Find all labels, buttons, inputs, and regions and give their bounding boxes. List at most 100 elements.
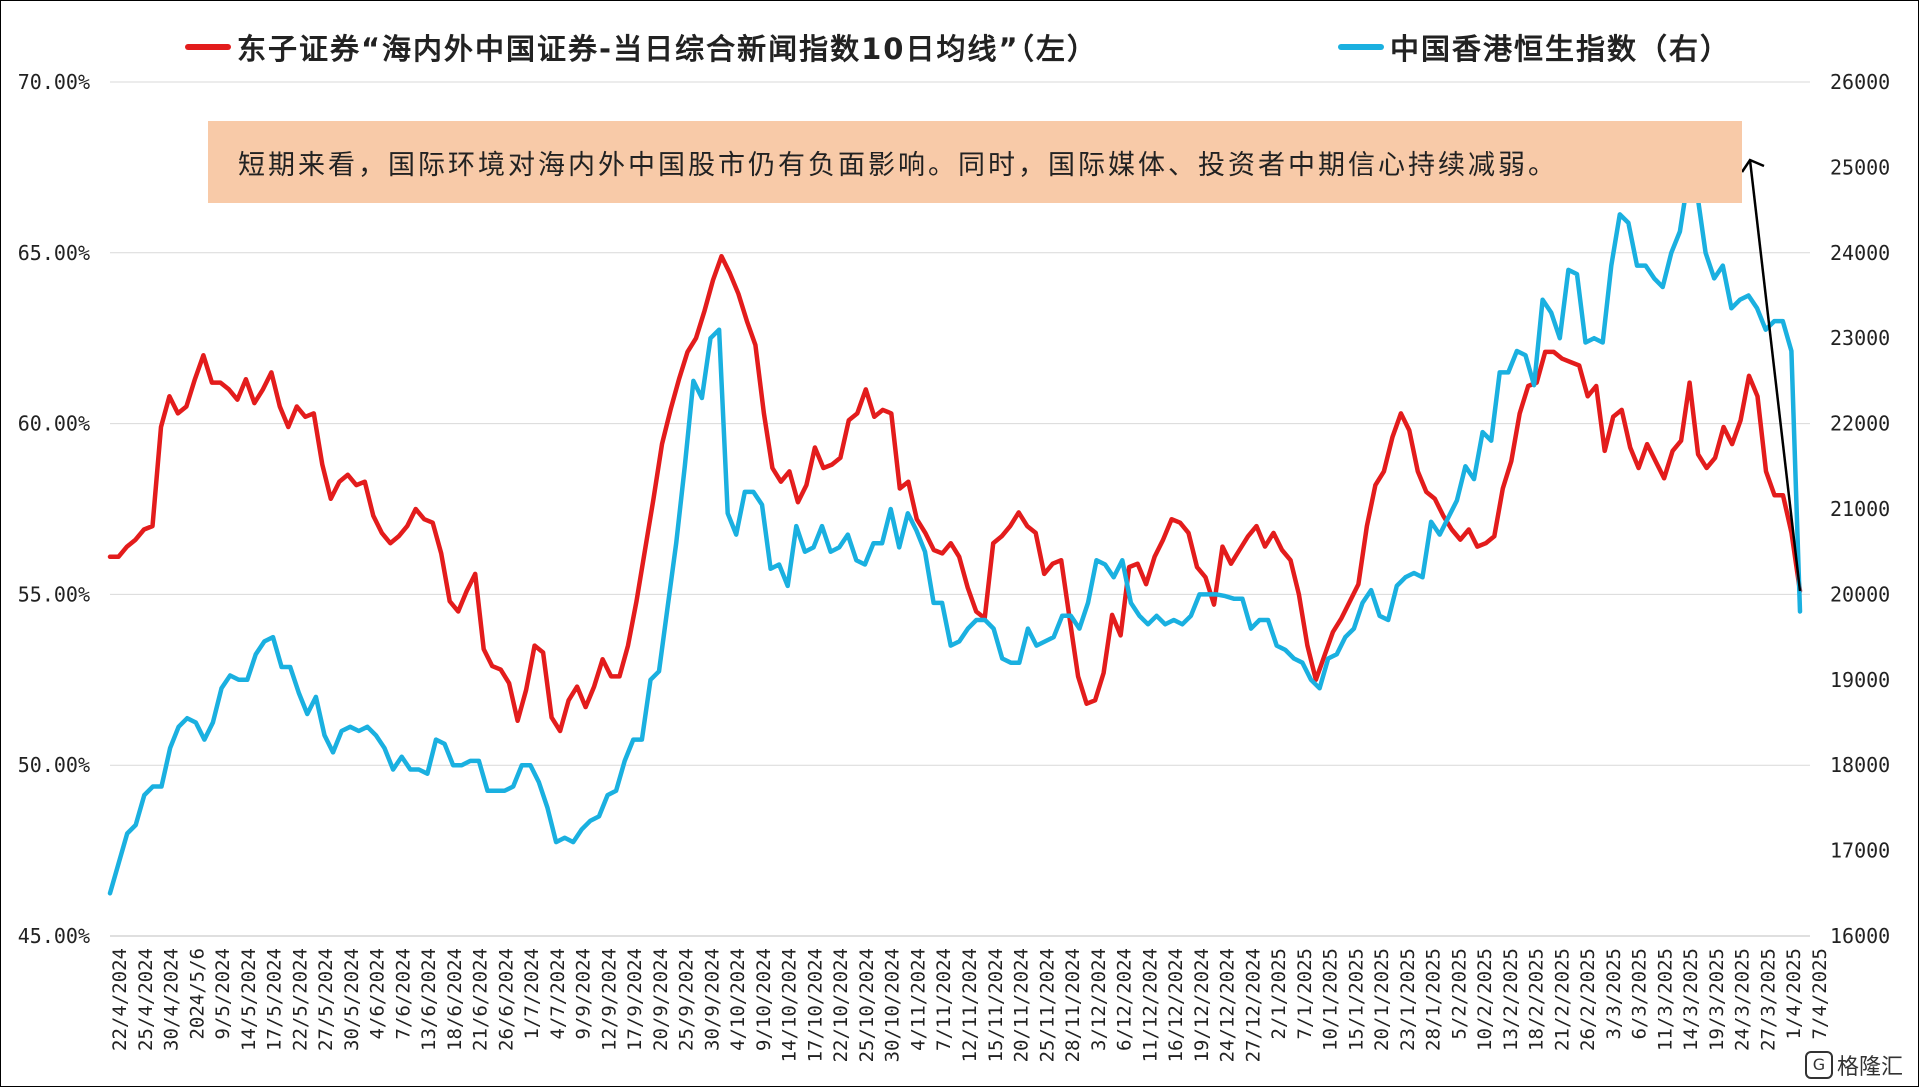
left-tick-label: 60.00% — [18, 412, 90, 436]
watermark-text: 格隆汇 — [1836, 1055, 1903, 1080]
legend: 东子证券“海内外中国证券-当日综合新闻指数10日均线”（左） 中国香港恒生指数（… — [0, 26, 1921, 66]
legend-item-news-index: 东子证券“海内外中国证券-当日综合新闻指数10日均线”（左） — [185, 26, 1098, 68]
x-tick-label: 17/9/2024 — [624, 948, 646, 1051]
legend-label-news-index: 东子证券“海内外中国证券-当日综合新闻指数10日均线”（左） — [237, 32, 1099, 66]
right-tick-label: 22000 — [1830, 412, 1890, 436]
arrow-head — [1740, 158, 1765, 173]
x-tick-label: 3/3/2025 — [1603, 948, 1625, 1040]
annotation-box: 短期来看，国际环境对海内外中国股市仍有负面影响。同时，国际媒体、投资者中期信心持… — [208, 121, 1742, 203]
x-tick-label: 4/7/2024 — [547, 948, 569, 1040]
x-tick-label: 13/2/2025 — [1500, 948, 1522, 1051]
right-tick-label: 24000 — [1830, 241, 1890, 265]
x-tick-label: 9/10/2024 — [753, 948, 775, 1051]
legend-item-hang-seng: 中国香港恒生指数（右） — [1338, 26, 1731, 68]
x-tick-label: 9/5/2024 — [212, 948, 234, 1040]
x-tick-label: 18/2/2025 — [1526, 948, 1548, 1051]
x-tick-label: 24/12/2024 — [1217, 948, 1239, 1062]
right-tick-label: 16000 — [1830, 924, 1890, 948]
left-axis-ticks: 70.00% 65.00% 60.00% 55.00% 50.00% 45.00% — [18, 70, 90, 948]
x-tick-label: 15/1/2025 — [1345, 948, 1367, 1051]
x-tick-label: 22/5/2024 — [289, 948, 311, 1051]
x-tick-label: 1/4/2025 — [1783, 948, 1805, 1040]
x-tick-label: 11/12/2024 — [1139, 948, 1161, 1062]
x-tick-label: 10/2/2025 — [1474, 948, 1496, 1051]
x-tick-label: 15/11/2024 — [985, 948, 1007, 1062]
x-tick-label: 21/2/2025 — [1551, 948, 1573, 1051]
arrow-shaft — [1748, 159, 1802, 592]
x-tick-label: 20/9/2024 — [650, 948, 672, 1051]
watermark-logo-icon: G — [1804, 1051, 1833, 1079]
x-tick-label: 6/12/2024 — [1114, 948, 1136, 1051]
x-tick-label: 1/7/2024 — [521, 948, 543, 1040]
right-tick-label: 17000 — [1830, 839, 1890, 863]
right-tick-label: 21000 — [1830, 497, 1890, 521]
legend-swatch-blue — [1338, 44, 1384, 50]
right-tick-label: 25000 — [1830, 155, 1890, 179]
series-lines — [107, 173, 1803, 896]
x-tick-label: 26/2/2025 — [1577, 948, 1599, 1051]
x-tick-label: 23/1/2025 — [1397, 948, 1419, 1051]
x-tick-label: 21/6/2024 — [470, 948, 492, 1051]
x-tick-label: 2024/5/6 — [186, 948, 208, 1040]
x-tick-label: 12/11/2024 — [959, 948, 981, 1062]
left-tick-label: 55.00% — [18, 582, 90, 606]
x-tick-label: 27/5/2024 — [315, 948, 337, 1051]
watermark: G 格隆汇 — [1804, 1049, 1903, 1081]
x-tick-label: 12/9/2024 — [598, 948, 620, 1051]
x-tick-label: 28/1/2025 — [1423, 948, 1445, 1051]
x-tick-label: 25/11/2024 — [1036, 948, 1058, 1062]
x-tick-label: 18/6/2024 — [444, 948, 466, 1051]
left-tick-label: 65.00% — [18, 241, 90, 265]
left-tick-label: 70.00% — [18, 70, 90, 94]
x-tick-label: 13/6/2024 — [418, 948, 440, 1051]
x-tick-label: 25/4/2024 — [135, 948, 157, 1051]
x-tick-label: 20/11/2024 — [1011, 948, 1033, 1062]
x-tick-label: 28/11/2024 — [1062, 948, 1084, 1062]
x-tick-label: 5/2/2025 — [1448, 948, 1470, 1040]
x-tick-label: 7/11/2024 — [933, 948, 955, 1051]
x-tick-label: 17/10/2024 — [804, 948, 826, 1062]
annotation-text: 短期来看，国际环境对海内外中国股市仍有负面影响。同时，国际媒体、投资者中期信心持… — [238, 149, 1558, 181]
x-tick-label: 24/3/2025 — [1732, 948, 1754, 1051]
x-tick-label: 25/10/2024 — [856, 948, 878, 1062]
x-tick-label: 30/10/2024 — [882, 948, 904, 1062]
right-tick-label: 19000 — [1830, 668, 1890, 692]
x-tick-label: 14/5/2024 — [238, 948, 260, 1051]
x-tick-label: 4/10/2024 — [727, 948, 749, 1051]
left-tick-label: 50.00% — [18, 753, 90, 777]
gridlines — [110, 81, 1810, 937]
x-tick-label: 10/1/2025 — [1320, 948, 1342, 1051]
x-tick-label: 26/6/2024 — [495, 948, 517, 1051]
x-tick-label: 9/9/2024 — [573, 948, 595, 1040]
series-line-hang-seng — [107, 173, 1803, 896]
x-tick-label: 7/1/2025 — [1294, 948, 1316, 1040]
x-tick-label: 4/11/2024 — [907, 948, 929, 1051]
series-line-news-index — [107, 253, 1803, 734]
x-tick-label: 6/3/2025 — [1629, 948, 1651, 1040]
x-tick-label: 4/6/2024 — [367, 948, 389, 1040]
x-tick-label: 7/6/2024 — [392, 948, 414, 1040]
x-tick-label: 22/10/2024 — [830, 948, 852, 1062]
x-axis-ticks: 22/4/2024 25/4/2024 30/4/2024 2024/5/6 9/5/2… — [109, 948, 1831, 1062]
x-tick-label: 14/10/2024 — [779, 948, 801, 1062]
legend-label-hang-seng: 中国香港恒生指数（右） — [1390, 32, 1732, 66]
x-tick-label: 2/1/2025 — [1268, 948, 1290, 1040]
x-tick-label: 30/9/2024 — [701, 948, 723, 1051]
x-tick-label: 3/12/2024 — [1088, 948, 1110, 1051]
x-tick-label: 19/12/2024 — [1191, 948, 1213, 1062]
right-tick-label: 23000 — [1830, 326, 1890, 350]
right-axis-ticks: 26000 25000 24000 23000 22000 21000 20000 19000… — [1830, 70, 1890, 948]
x-tick-label: 14/3/2025 — [1680, 948, 1702, 1051]
x-tick-label: 22/4/2024 — [109, 948, 131, 1051]
x-tick-label: 7/4/2025 — [1809, 948, 1831, 1040]
x-tick-label: 30/4/2024 — [161, 948, 183, 1051]
right-tick-label: 26000 — [1830, 70, 1890, 94]
right-tick-label: 20000 — [1830, 582, 1890, 606]
x-tick-label: 27/3/2025 — [1757, 948, 1779, 1051]
x-tick-label: 11/3/2025 — [1654, 948, 1676, 1051]
left-tick-label: 45.00% — [18, 924, 90, 948]
right-tick-label: 18000 — [1830, 753, 1890, 777]
x-tick-label: 20/1/2025 — [1371, 948, 1393, 1051]
legend-swatch-red — [185, 44, 231, 50]
